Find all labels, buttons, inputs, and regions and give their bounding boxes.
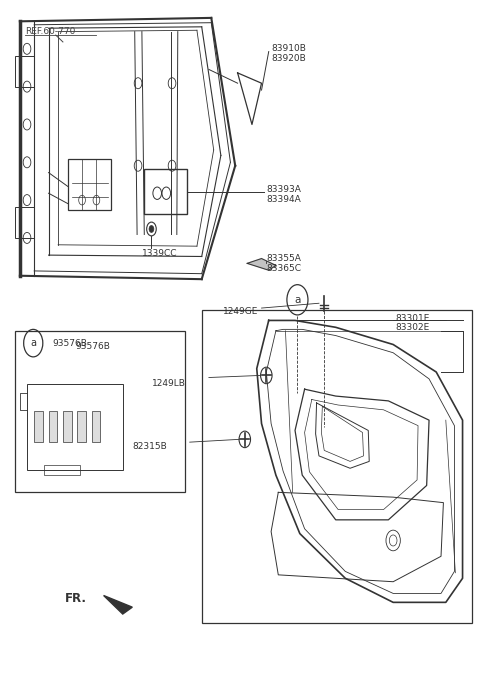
Text: 83301E: 83301E [396, 314, 430, 323]
Text: 83910B: 83910B [271, 44, 306, 53]
Bar [44, 465, 80, 475]
Bar [15, 331, 185, 493]
Bar [27, 384, 123, 470]
Text: a: a [30, 338, 36, 348]
Text: 83302E: 83302E [396, 324, 430, 333]
Text: 83920B: 83920B [271, 54, 306, 63]
Bar [202, 310, 472, 623]
Text: 1249GE: 1249GE [223, 307, 259, 316]
Bar [77, 411, 86, 442]
Bar [144, 169, 187, 214]
Text: 82315B: 82315B [132, 442, 167, 451]
Bar [68, 159, 111, 210]
Polygon shape [104, 595, 132, 614]
Text: 83393A: 83393A [266, 185, 301, 194]
Text: 1339CC: 1339CC [142, 249, 178, 258]
Bar [15, 56, 34, 87]
Text: REF.60-770: REF.60-770 [24, 27, 75, 36]
Circle shape [149, 225, 154, 232]
Text: FR.: FR. [65, 593, 87, 606]
Text: 1249LB: 1249LB [152, 379, 185, 388]
Text: 83355A: 83355A [266, 254, 301, 263]
Bar [63, 411, 72, 442]
Bar [15, 207, 34, 238]
Bar [34, 411, 43, 442]
Bar [92, 411, 100, 442]
Text: 93576B: 93576B [75, 342, 110, 351]
Text: 83365C: 83365C [266, 264, 301, 273]
Text: a: a [294, 295, 300, 305]
Polygon shape [247, 258, 276, 270]
Text: 93576B: 93576B [52, 338, 87, 348]
Bar [48, 411, 57, 442]
Text: 83394A: 83394A [266, 195, 301, 204]
